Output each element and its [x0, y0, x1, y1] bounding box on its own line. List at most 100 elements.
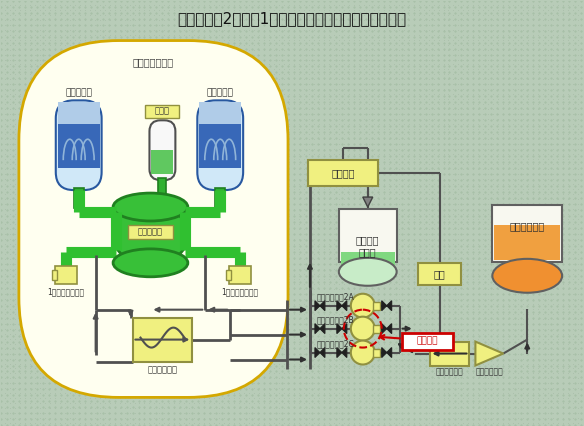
Point — [554, 136, 563, 143]
Point — [499, 320, 508, 327]
Point — [344, 76, 353, 83]
Point — [150, 61, 159, 68]
Point — [125, 106, 134, 113]
Point — [469, 161, 478, 167]
Point — [493, 291, 503, 297]
Point — [45, 106, 54, 113]
Point — [265, 71, 274, 78]
Point — [573, 16, 583, 23]
Point — [30, 41, 40, 48]
Point — [399, 61, 408, 68]
Point — [489, 291, 498, 297]
Point — [454, 395, 463, 402]
Point — [25, 410, 34, 417]
Point — [304, 6, 314, 13]
Point — [394, 275, 404, 282]
Point — [424, 245, 433, 252]
Point — [204, 26, 214, 33]
Point — [145, 380, 154, 387]
Point — [70, 360, 79, 367]
Point — [349, 230, 359, 237]
Point — [359, 71, 369, 78]
Point — [150, 11, 159, 18]
Point — [394, 355, 404, 362]
Point — [384, 320, 394, 327]
Point — [170, 221, 179, 227]
Point — [374, 121, 383, 128]
Point — [210, 206, 219, 213]
Point — [554, 181, 563, 187]
Point — [354, 360, 363, 367]
Point — [45, 335, 54, 342]
Point — [105, 86, 114, 93]
Point — [214, 405, 224, 412]
Point — [459, 415, 468, 422]
Point — [200, 31, 209, 38]
Point — [573, 36, 583, 43]
Point — [80, 245, 89, 252]
Point — [568, 56, 578, 63]
Point — [449, 11, 458, 18]
Point — [554, 375, 563, 382]
Point — [90, 360, 99, 367]
Point — [299, 181, 308, 187]
Point — [160, 111, 169, 118]
Point — [349, 21, 359, 28]
Point — [299, 41, 308, 48]
Point — [359, 415, 369, 422]
Point — [344, 1, 353, 8]
Point — [5, 320, 15, 327]
Point — [0, 56, 9, 63]
Point — [573, 6, 583, 13]
Point — [389, 171, 398, 178]
Point — [65, 1, 74, 8]
Point — [180, 66, 189, 73]
Point — [120, 241, 129, 248]
Point — [513, 305, 523, 312]
Point — [493, 380, 503, 387]
Point — [394, 395, 404, 402]
Point — [230, 126, 239, 132]
Point — [414, 335, 423, 342]
Point — [55, 370, 64, 377]
Point — [210, 166, 219, 173]
Point — [185, 360, 194, 367]
Point — [459, 196, 468, 202]
Point — [269, 340, 279, 347]
Point — [80, 291, 89, 297]
Point — [434, 21, 443, 28]
Point — [45, 156, 54, 163]
Point — [429, 325, 438, 332]
Point — [289, 210, 298, 217]
Point — [65, 196, 74, 202]
Point — [210, 410, 219, 417]
Point — [379, 410, 388, 417]
Point — [175, 291, 184, 297]
Point — [60, 225, 69, 232]
Point — [145, 315, 154, 322]
Point — [180, 51, 189, 58]
Point — [15, 340, 25, 347]
Point — [60, 11, 69, 18]
Point — [100, 300, 109, 307]
Point — [255, 41, 264, 48]
Point — [558, 96, 568, 103]
Point — [493, 375, 503, 382]
Point — [284, 41, 294, 48]
Point — [384, 405, 394, 412]
Point — [558, 136, 568, 143]
Point — [469, 210, 478, 217]
Point — [449, 166, 458, 173]
Point — [379, 325, 388, 332]
Point — [414, 61, 423, 68]
Point — [259, 320, 269, 327]
Point — [145, 420, 154, 426]
Point — [120, 56, 129, 63]
Point — [5, 300, 15, 307]
Point — [513, 181, 523, 187]
Point — [259, 206, 269, 213]
Point — [558, 216, 568, 222]
Point — [489, 16, 498, 23]
Point — [548, 345, 558, 352]
Point — [115, 390, 124, 397]
